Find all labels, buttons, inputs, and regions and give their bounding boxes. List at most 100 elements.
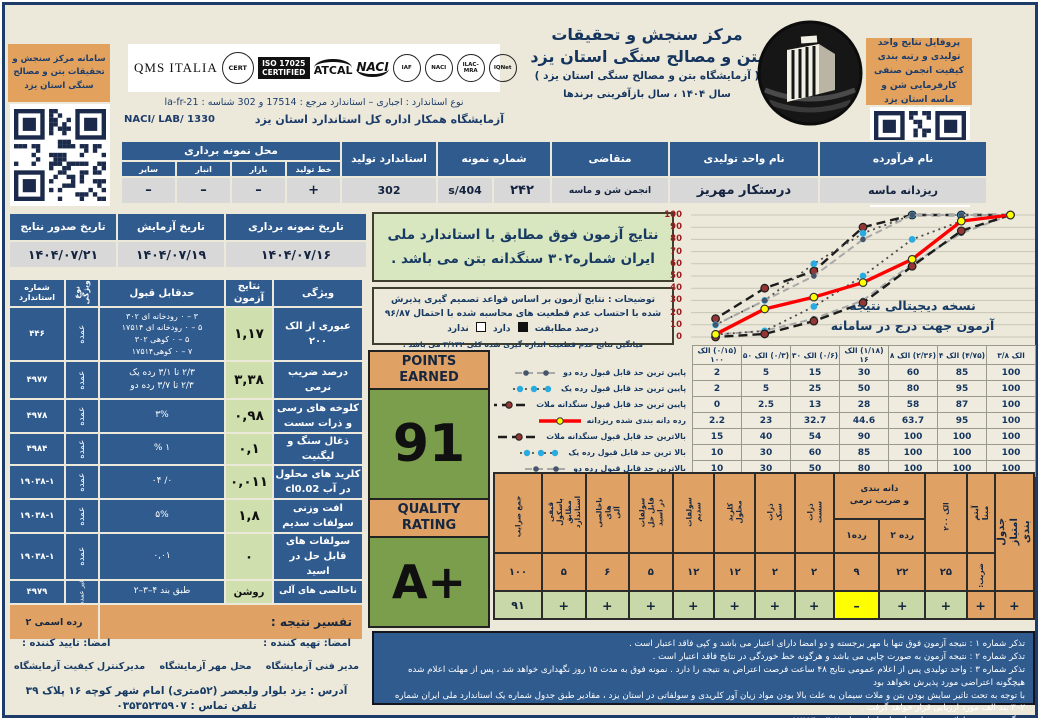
iqnet-logo-icon: IQNet xyxy=(488,54,517,82)
sieve-data-row: 100 100 100 85 60 30 10 بالا ترین حد قابل قبول … xyxy=(494,444,1036,461)
sieve-value-cell: 95 xyxy=(937,380,987,397)
checkbox-unchecked-icon xyxy=(475,321,486,332)
sieve-value-cell: 63.7 xyxy=(888,412,938,429)
sieve-value-cell: 90 xyxy=(839,428,889,445)
sieve-header-row: الک ۳/۸ (۴/۷۵) الک ۴ (۲/۳۶) الک ۸ (۱/۱۸)… xyxy=(494,345,1036,365)
header-test-date: تاریخ آزمایش xyxy=(116,212,226,242)
sieve-data-table: الک ۳/۸ (۴/۷۵) الک ۴ (۲/۳۶) الک ۸ (۱/۱۸)… xyxy=(493,345,1036,477)
atcal-logo-icon: ATCAL xyxy=(313,59,353,77)
dates-table: تاریخ نمونه برداری تاریخ آزمایش تاریخ صد… xyxy=(8,212,368,269)
sieve-value-cell: 100 xyxy=(937,428,987,445)
sieve-value-cell: 50 xyxy=(839,380,889,397)
sieve-value-cell: 2 xyxy=(692,364,742,381)
sample-info-table: نام فرآورده نام واحد تولیدی متقاضی شماره… xyxy=(119,140,989,205)
y-tick-label: 10 xyxy=(670,319,682,330)
title-block: مرکز سنجش و تحقیقات بتن و مصالح سنگی است… xyxy=(528,24,766,100)
address-line: آدرس : یزد بلوار ولیعصر (۵۲متری) امام شه… xyxy=(25,685,348,697)
sieve-value-cell: 100 xyxy=(888,428,938,445)
org-subtitle: ( آزمایشگاه بتن و مصالح سنگی استان یزد ) xyxy=(534,69,760,82)
accreditation-logos: QMS ITALIA CERT ISO 17025 CERTIFIED ATCA… xyxy=(128,44,517,92)
explanation-body: نتایج آزمون بر اساس قواعد تصمیم گیری پذی… xyxy=(384,295,662,334)
header-product: نام فرآورده xyxy=(818,140,989,178)
sieve-data-row: 100 85 60 30 15 5 2 پایین ترین حد قابل قبول رده… xyxy=(494,364,1036,381)
results-footer-row: تفسیر نتیجه : رده اسمی ۲ xyxy=(8,603,364,641)
y-tick-label: 100 xyxy=(664,210,682,220)
scoring-table: جدول امتیاز بندی آیتم مبنا الک ۲۰۰ دانه … xyxy=(493,472,1036,620)
scoring-result-row: + + + + – + + + + + + + ۹۱ xyxy=(493,590,1036,620)
remark-3: تذکر شماره ۳ : واحد تولیدی پس از اعلام ع… xyxy=(408,665,1025,688)
header-sampling-date: تاریخ نمونه برداری xyxy=(224,212,368,242)
result-row-organic-impurities: ناخالصی های آلی روشن طبق بند ۴–۳–۲ غیر ع… xyxy=(8,579,364,605)
value-issue-date: ۱۴۰۴/۰۷/۲۱ xyxy=(8,240,118,269)
result-row-sodium-sulfate: افت وزنی سولفات سدیم ۱,۸ ۵% عمده ۱۹۰۳۸-۱ xyxy=(8,498,364,534)
value-applicant: انجمن شن و ماسه xyxy=(550,176,671,205)
gradation-chart xyxy=(691,210,1035,342)
chart-y-axis-labels: 100 90 80 70 60 50 40 30 20 10 0 xyxy=(648,207,686,345)
quality-rating-value: A+ xyxy=(368,536,490,628)
org-title-line1: مرکز سنجش و تحقیقات xyxy=(551,25,743,44)
value-sample-no: ۲۴۲ xyxy=(492,176,553,205)
series-legend-label: رده دانه بندی شده ریزدانه xyxy=(586,416,686,425)
result-row-coal-lignite: ذغال سنگ و لیگنیت ۰,۱ ۱ % عمده ۴۹۸۴ xyxy=(8,432,364,466)
sieve-value-cell: 13 xyxy=(790,396,840,413)
globe-logo-icon xyxy=(757,20,863,126)
series-line-sample-icon xyxy=(498,432,541,441)
series-line-sample-icon xyxy=(493,400,531,409)
result-row-chloride: کلرید های محلول در آب cl0.02 ۰,۰۱۱ ۰/ ۰۴… xyxy=(8,464,364,500)
value-sample-code: s/404 xyxy=(436,176,495,205)
header-sample-no: شماره نمونه xyxy=(436,140,553,178)
sieve-value-cell: 10 xyxy=(692,444,742,461)
uncertainty-footnote: میانگین نتایج عدم قطعیت اندازه گیری شده … xyxy=(402,340,644,350)
sieve-value-cell: 85 xyxy=(937,364,987,381)
scoring-title: جدول امتیاز بندی xyxy=(993,472,1036,592)
sieve-value-cell: 30 xyxy=(839,364,889,381)
conform-label: دارد xyxy=(493,323,511,334)
remark-5: هرگونه تفسیر و ارائه نتیجه باید طبق استا… xyxy=(382,715,1025,720)
qms-logo-icon: QMS ITALIA xyxy=(134,60,218,75)
test-results-table: ویژگی نتایج آزمون حدقابل قبول نوع ویژگی … xyxy=(8,278,364,641)
header-sampling-place: محل نمونه برداری xyxy=(119,140,343,162)
sieve-value-cell: 2.5 xyxy=(741,396,791,413)
value-product: ریزدانه ماسه xyxy=(818,176,989,205)
sieve-value-cell: 87 xyxy=(937,396,987,413)
sieve-value-cell: 95 xyxy=(937,412,987,429)
qr-code-icon xyxy=(14,109,106,201)
subheader-market: بازار xyxy=(230,160,288,178)
total-points-cell: ۹۱ xyxy=(493,590,543,620)
y-tick-label: 0 xyxy=(676,332,682,342)
result-row-sieve200: عبوری از الک ۲۰۰ ۱,۱۷ ۳ – ۰ رودخانه ای ۳… xyxy=(8,306,364,362)
result-row-fineness: درصد ضریب نرمی ۳,۳۸ ۲/۳ تا ۳/۱ رده یک ۲/… xyxy=(8,360,364,400)
value-sampling-warehouse: – xyxy=(175,176,233,205)
ilac-mra-logo-icon: ILAC-MRA xyxy=(456,54,485,82)
sieve-value-cell: 100 xyxy=(937,444,987,461)
header-issue-date: تاریخ صدور نتایج xyxy=(8,212,118,242)
value-test-date: ۱۴۰۴/۰۷/۱۹ xyxy=(116,240,226,269)
sieve-value-cell: 58 xyxy=(888,396,938,413)
naci-lab-code: NACI/ LAB/ 1330 xyxy=(124,114,216,125)
points-earned-header: POINTS EARNED xyxy=(368,350,490,390)
results-header-row: ویژگی نتایج آزمون حدقابل قبول نوع ویژگی … xyxy=(8,278,364,308)
sieve-data-row: 100 95 63.7 44.6 32.7 23 2.2 رده دانه بندی شده … xyxy=(494,412,1036,429)
y-tick-label: 70 xyxy=(670,246,682,257)
left-qr-code xyxy=(10,104,110,206)
series-line-sample-icon xyxy=(515,369,558,376)
points-earned-value: 91 xyxy=(368,388,490,500)
verdict-box: نتایج آزمون فوق مطابق با استاندارد ملی ا… xyxy=(372,212,674,282)
not-conform-label: ندارد xyxy=(447,323,469,334)
sieve-value-cell: 15 xyxy=(790,364,840,381)
sieve-value-cell: 60 xyxy=(888,364,938,381)
sieve-data-row: 100 95 80 50 25 5 2 پایین ترین حد قابل قبول رده… xyxy=(494,380,1036,397)
qc-manager-label: مدیرکنترل کیفیت آزمایشگاه xyxy=(14,661,146,672)
left-portal-label: سامانه مرکز سنجش و تحقیقات بتن و مصالح س… xyxy=(8,44,110,102)
sieve-value-cell: 44.6 xyxy=(839,412,889,429)
y-tick-label: 40 xyxy=(670,283,682,294)
standard-type-line: نوع استاندارد : اجباری – استاندارد مرجع … xyxy=(164,97,464,108)
remark-4: با توجه به تحت تاثیر سایش بودن بتن و ملا… xyxy=(394,690,1025,713)
sieve-value-cell: 32.7 xyxy=(790,412,840,429)
y-tick-label: 80 xyxy=(670,234,682,245)
year-slogan: سال ۱۴۰۴ ، سال بازآفرینی برندها xyxy=(563,88,731,100)
right-profile-label: پروفایل نتایج واحد تولیدی و رتبه بندی کی… xyxy=(866,38,972,105)
sieve-value-cell: 2 xyxy=(692,380,742,397)
y-tick-label: 50 xyxy=(670,271,682,281)
